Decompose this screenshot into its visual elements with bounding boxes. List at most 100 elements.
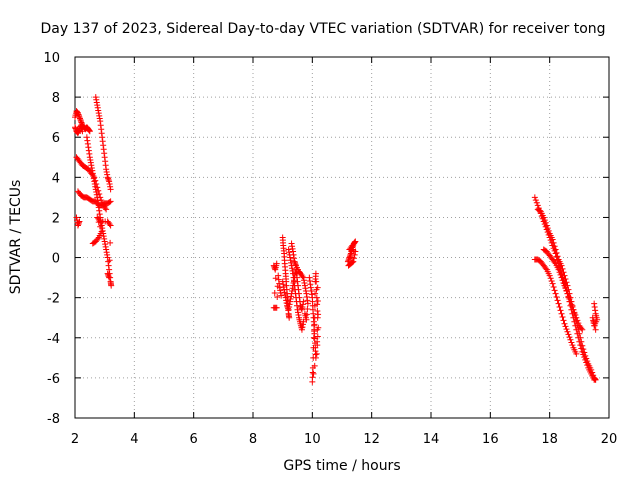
- data-point: [310, 370, 317, 377]
- y-tick-labels: -8 -6 -4 -2 0 2 4 6 8 10: [43, 51, 60, 427]
- data-point: [584, 358, 591, 365]
- data-point: [310, 354, 317, 361]
- data-point: [558, 274, 565, 281]
- data-point: [107, 198, 114, 205]
- data-point: [566, 334, 573, 341]
- data-point: [552, 290, 559, 297]
- data-point: [552, 246, 559, 253]
- data-point: [532, 197, 539, 204]
- data-point: [571, 309, 578, 316]
- data-point: [579, 342, 586, 349]
- data-point: [313, 278, 320, 285]
- data-point: [562, 275, 569, 282]
- data-point: [574, 317, 581, 324]
- data-point: [556, 304, 563, 311]
- data-point: [106, 257, 113, 264]
- x-tick-label: 20: [601, 432, 618, 447]
- data-point: [547, 275, 554, 282]
- data-point: [98, 197, 105, 204]
- data-point: [559, 277, 566, 284]
- data-point: [79, 128, 86, 135]
- data-point: [562, 323, 569, 330]
- x-tick-label: 10: [304, 432, 321, 447]
- data-point: [549, 236, 556, 243]
- data-point: [103, 206, 110, 213]
- data-point: [299, 273, 306, 280]
- data-point: [107, 186, 114, 193]
- data-point: [350, 255, 357, 262]
- data-point: [300, 298, 307, 305]
- data-point: [76, 218, 83, 225]
- data-point: [550, 283, 557, 290]
- data-point: [314, 298, 321, 305]
- data-point: [565, 293, 572, 300]
- data-point: [553, 249, 560, 256]
- x-tick-label: 4: [130, 432, 138, 447]
- data-point: [576, 330, 583, 337]
- plot-frame: [74, 56, 610, 419]
- data-point: [106, 199, 113, 206]
- data-point: [590, 318, 597, 325]
- data-point: [314, 308, 321, 315]
- data-point: [569, 304, 576, 311]
- data-point: [592, 376, 599, 383]
- x-tick-label: 12: [363, 432, 380, 447]
- data-point: [348, 243, 355, 250]
- chart-title: Day 137 of 2023, Sidereal Day-to-day VTE…: [40, 21, 605, 37]
- data-point: [580, 346, 587, 353]
- data-point: [551, 287, 558, 294]
- x-tick-labels: 2 4 6 8 10 12 14 16 18 20: [71, 432, 617, 447]
- data-point: [304, 306, 311, 313]
- data-point: [581, 349, 588, 356]
- data-point: [559, 314, 566, 321]
- data-point: [555, 266, 562, 273]
- data-point: [558, 310, 565, 317]
- data-point: [108, 282, 115, 289]
- data-point: [314, 284, 321, 291]
- data-point: [347, 254, 354, 261]
- y-tick-label: 0: [52, 252, 60, 267]
- y-tick-label: 8: [52, 91, 60, 106]
- data-point: [273, 304, 280, 311]
- data-point: [309, 364, 316, 371]
- data-point: [560, 317, 567, 324]
- x-tick-label: 8: [249, 432, 257, 447]
- data-point: [583, 355, 590, 362]
- data-point: [310, 344, 317, 351]
- data-point: [582, 352, 589, 359]
- data-point: [589, 314, 596, 321]
- x-tick-label: 18: [541, 432, 558, 447]
- data-point: [533, 199, 540, 206]
- data-point: [313, 350, 320, 357]
- data-point: [567, 336, 574, 343]
- data-point: [274, 293, 281, 300]
- data-point: [86, 128, 93, 135]
- data-point: [563, 287, 570, 294]
- data-point: [570, 306, 577, 313]
- y-tick-label: 10: [43, 51, 60, 66]
- data-point: [98, 228, 105, 235]
- data-point: [540, 214, 547, 221]
- y-tick-label: 6: [52, 131, 60, 146]
- data-point: [566, 296, 573, 303]
- data-point: [311, 328, 318, 335]
- data-point: [554, 297, 561, 304]
- data-point: [578, 325, 585, 332]
- x-axis-label: GPS time / hours: [283, 458, 400, 474]
- data-point: [568, 301, 575, 308]
- data-point: [564, 290, 571, 297]
- data-point: [557, 307, 564, 314]
- data-point: [568, 339, 575, 346]
- data-point: [278, 292, 285, 299]
- data-point: [351, 251, 358, 258]
- data-point: [572, 312, 579, 319]
- data-point: [562, 285, 569, 292]
- data-point: [312, 290, 319, 297]
- data-point: [577, 334, 584, 341]
- y-tick-label: -6: [47, 372, 60, 387]
- y-tick-label: 4: [52, 171, 60, 186]
- data-point: [563, 279, 570, 286]
- data-point: [590, 372, 597, 379]
- data-point: [591, 322, 598, 329]
- data-point: [350, 258, 357, 265]
